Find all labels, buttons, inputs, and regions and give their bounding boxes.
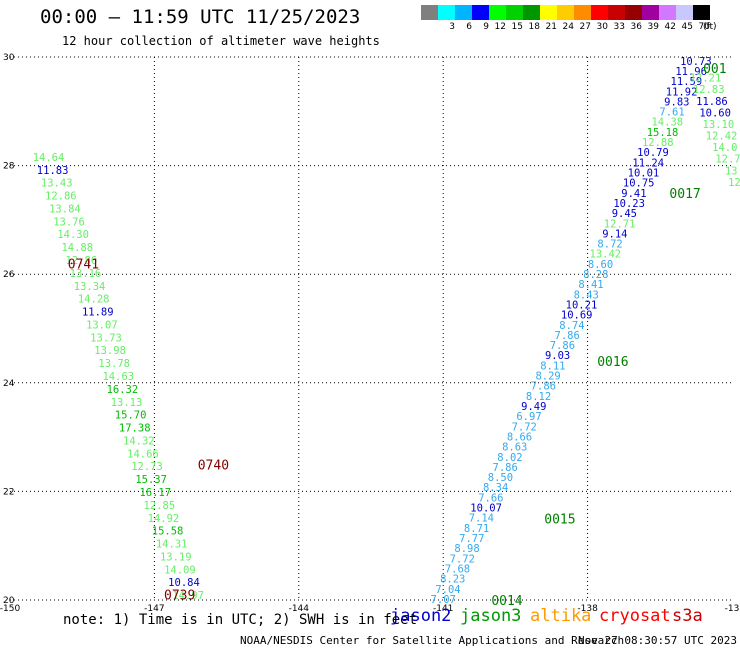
wave-height-value: 16.32 (107, 384, 139, 396)
pass-time-label: 0017 (669, 187, 700, 202)
footnote: note: 1) Time is in UTC; 2) SWH is in fe… (63, 612, 417, 628)
wave-height-value: 14.92 (148, 513, 180, 525)
wave-height-value: 13.78 (98, 358, 130, 370)
wave-height-value: 12.73 (131, 461, 163, 473)
legend-jason3: jason3 (460, 606, 521, 626)
pass-time-label: 0016 (597, 355, 628, 370)
wave-height-value: 14.28 (78, 294, 110, 306)
wave-height-value: 13.13 (111, 397, 143, 409)
y-tick-label: 28 (3, 162, 15, 172)
wave-height-value: 16.17 (139, 487, 171, 499)
x-tick-label: -13 (725, 604, 740, 614)
legend-altika: altika (530, 606, 591, 626)
pass-time-label: 0740 (198, 458, 229, 473)
legend-s3a: s3a (672, 606, 703, 626)
wave-height-value: 14.88 (61, 242, 93, 254)
wave-height-value: 15.70 (115, 410, 147, 422)
wave-height-value: 11.89 (82, 307, 114, 319)
wave-height-value: 10.60 (699, 107, 731, 119)
wave-height-value: 14.63 (102, 371, 134, 383)
wave-height-value: 13 (725, 165, 738, 177)
wave-height-value: 14.64 (33, 152, 65, 164)
wave-height-value: 13.10 (703, 119, 735, 131)
y-tick-label: 22 (3, 487, 14, 497)
wave-height-value: 12.85 (144, 500, 176, 512)
wave-height-value: 13.43 (41, 178, 73, 190)
wave-height-value: 13.19 (160, 551, 192, 563)
credit-line: NOAA/NESDIS Center for Satellite Applica… (240, 634, 624, 647)
wave-height-value: 14.30 (57, 229, 89, 241)
wave-height-value: 15.58 (152, 526, 184, 538)
wave-height-value: 11.83 (37, 165, 69, 177)
wave-height-value: 11.86 (696, 96, 728, 108)
wave-height-value: 15.37 (135, 474, 167, 486)
legend-jason2: jason2 (390, 606, 451, 626)
pass-time-label: 0741 (68, 257, 99, 272)
wave-height-value: 13.98 (94, 345, 126, 357)
y-tick-label: 30 (3, 53, 15, 63)
wave-height-value: 14.32 (123, 435, 155, 447)
wave-height-value: 12 (728, 177, 740, 189)
wave-height-value: 14.31 (156, 539, 188, 551)
wave-height-value: 13.07 (86, 319, 118, 331)
wave-height-value: 14.09 (164, 564, 196, 576)
wave-height-value: 12.86 (45, 191, 77, 203)
pass-time-label: 0015 (544, 513, 575, 528)
wave-height-value: 13.84 (49, 203, 81, 215)
wave-height-value: 12.42 (706, 131, 738, 143)
pass-time-label: 0739 (164, 589, 195, 604)
wave-height-value: 10.84 (168, 577, 200, 589)
wave-height-value: 13.76 (53, 216, 85, 228)
wave-height-value: 12.83 (693, 84, 725, 96)
wave-height-value: 13.34 (74, 281, 106, 293)
legend-cryosat: cryosat (599, 606, 671, 626)
y-tick-label: 20 (3, 596, 15, 606)
wave-height-value: 14.66 (127, 448, 159, 460)
wave-height-value: 13.73 (90, 332, 122, 344)
generated-date: Nov 27 08:30:57 UTC 2023 (578, 634, 737, 647)
y-tick-label: 26 (3, 270, 15, 280)
wave-height-value: 17.38 (119, 423, 151, 435)
pass-time-label: 001 (703, 62, 726, 77)
y-tick-label: 24 (3, 379, 15, 389)
wave-height-value: 14.0 (712, 142, 737, 154)
wave-height-value: 12.7 (715, 154, 740, 166)
